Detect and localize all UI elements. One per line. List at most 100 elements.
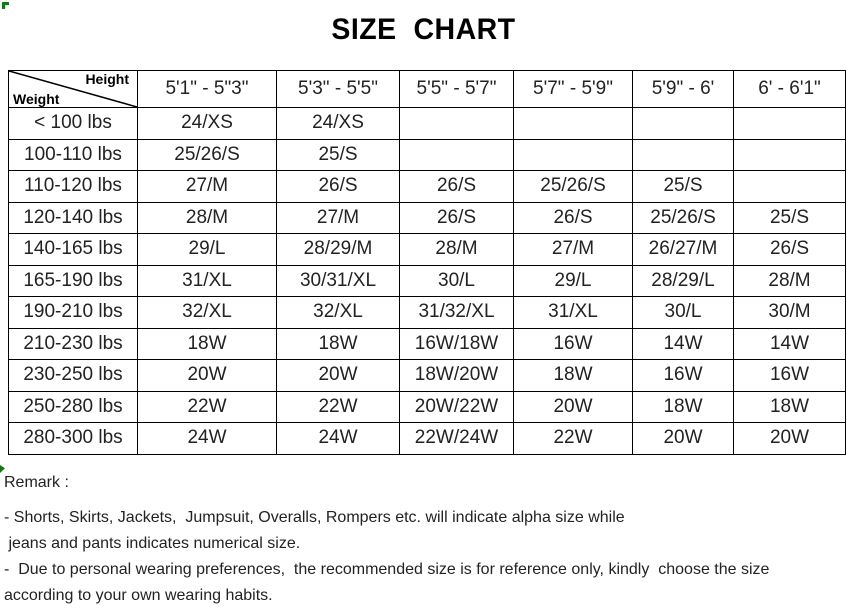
size-cell: 18W [733, 390, 846, 423]
size-cell: 31/XL [513, 296, 633, 329]
size-cell: 16W/18W [399, 327, 514, 360]
green-corner-artifact-bottom [0, 465, 5, 473]
table-row: 250-280 lbs 22W 22W 20W/22W 20W 18W 18W [8, 390, 846, 423]
size-cell: 27/M [513, 233, 633, 266]
size-cell: 30/31/XL [276, 264, 400, 297]
table-row: 230-250 lbs 20W 20W 18W/20W 18W 16W 16W [8, 359, 846, 392]
remark-heading: Remark : [4, 474, 69, 491]
weight-label: 280-300 lbs [8, 422, 138, 455]
height-header: 5'3" - 5'5" [276, 70, 400, 108]
size-cell: 31/32/XL [399, 296, 514, 329]
size-cell: 27/M [276, 201, 400, 234]
table-row: 100-110 lbs 25/26/S 25/S [8, 138, 846, 171]
remark-line: jeans and pants indicates numerical size… [4, 535, 301, 552]
size-cell: 26/S [399, 170, 514, 203]
size-cell [733, 170, 846, 203]
size-cell [513, 138, 633, 171]
size-cell: 28/M [733, 264, 846, 297]
table-row: 140-165 lbs 29/L 28/29/M 28/M 27/M 26/27… [8, 233, 846, 266]
remark-line: - Due to personal wearing preferences, t… [4, 561, 770, 578]
weight-label: 100-110 lbs [8, 138, 138, 171]
size-chart-table: Height Weight 5'1" - 5"3" 5'3" - 5'5" 5'… [8, 70, 846, 455]
size-cell [513, 107, 633, 140]
size-cell [632, 138, 734, 171]
size-cell: 30/M [733, 296, 846, 329]
weight-label: 230-250 lbs [8, 359, 138, 392]
corner-height-label: Height [85, 71, 129, 88]
weight-label: 140-165 lbs [8, 233, 138, 266]
size-cell: 28/M [137, 201, 277, 234]
table-row: 280-300 lbs 24W 24W 22W/24W 22W 20W 20W [8, 422, 846, 455]
size-cell [733, 138, 846, 171]
table-row: 165-190 lbs 31/XL 30/31/XL 30/L 29/L 28/… [8, 264, 846, 297]
height-header: 5'9" - 6' [632, 70, 734, 108]
size-cell: 18W [632, 390, 734, 423]
size-cell: 22W/24W [399, 422, 514, 455]
size-cell: 26/S [513, 201, 633, 234]
table-row: 110-120 lbs 27/M 26/S 26/S 25/26/S 25/S [8, 170, 846, 203]
size-cell: 14W [632, 327, 734, 360]
size-cell [632, 107, 734, 140]
remark-line: - Shorts, Skirts, Jackets, Jumpsuit, Ove… [4, 509, 625, 526]
remark-section: Remark : - Shorts, Skirts, Jackets, Jump… [4, 474, 844, 609]
size-cell: 16W [733, 359, 846, 392]
size-cell: 31/XL [137, 264, 277, 297]
size-cell: 22W [276, 390, 400, 423]
size-cell: 20W [137, 359, 277, 392]
table-row: < 100 lbs 24/XS 24/XS [8, 107, 846, 140]
table-row: 190-210 lbs 32/XL 32/XL 31/32/XL 31/XL 3… [8, 296, 846, 329]
size-cell: 24W [137, 422, 277, 455]
table-row: 120-140 lbs 28/M 27/M 26/S 26/S 25/26/S … [8, 201, 846, 234]
table-row: 210-230 lbs 18W 18W 16W/18W 16W 14W 14W [8, 327, 846, 360]
remark-line: according to your own wearing habits. [4, 587, 273, 604]
size-cell: 28/M [399, 233, 514, 266]
size-cell: 18W/20W [399, 359, 514, 392]
height-header: 5'1" - 5"3" [137, 70, 277, 108]
weight-label: 250-280 lbs [8, 390, 138, 423]
size-cell [733, 107, 846, 140]
height-header: 5'5" - 5'7" [399, 70, 514, 108]
size-cell [399, 138, 514, 171]
diagonal-divider-line [9, 71, 137, 107]
size-cell: 25/26/S [137, 138, 277, 171]
weight-label: 210-230 lbs [8, 327, 138, 360]
size-cell: 32/XL [137, 296, 277, 329]
size-cell: 20W [632, 422, 734, 455]
size-cell: 18W [513, 359, 633, 392]
size-cell [399, 107, 514, 140]
size-cell: 25/26/S [513, 170, 633, 203]
size-cell: 20W [513, 390, 633, 423]
weight-label: 165-190 lbs [8, 264, 138, 297]
size-cell: 29/L [137, 233, 277, 266]
size-cell: 20W/22W [399, 390, 514, 423]
height-weight-corner-cell: Height Weight [8, 70, 138, 108]
size-cell: 20W [276, 359, 400, 392]
size-cell: 26/S [399, 201, 514, 234]
size-cell: 20W [733, 422, 846, 455]
size-cell: 18W [276, 327, 400, 360]
size-cell: 22W [513, 422, 633, 455]
height-header: 5'7" - 5'9" [513, 70, 633, 108]
size-cell: 26/27/M [632, 233, 734, 266]
size-cell: 29/L [513, 264, 633, 297]
size-cell: 28/29/M [276, 233, 400, 266]
size-cell: 25/S [632, 170, 734, 203]
weight-label: 190-210 lbs [8, 296, 138, 329]
size-cell: 26/S [276, 170, 400, 203]
size-cell: 24/XS [137, 107, 277, 140]
weight-label: 110-120 lbs [8, 170, 138, 203]
size-cell: 27/M [137, 170, 277, 203]
weight-label: 120-140 lbs [8, 201, 138, 234]
size-cell: 26/S [733, 233, 846, 266]
size-cell: 30/L [399, 264, 514, 297]
green-corner-artifact-top [2, 2, 9, 9]
size-cell: 24W [276, 422, 400, 455]
corner-weight-label: Weight [13, 91, 60, 107]
size-cell: 18W [137, 327, 277, 360]
size-cell: 32/XL [276, 296, 400, 329]
size-cell: 22W [137, 390, 277, 423]
page-title: SIZE CHART [331, 13, 516, 46]
size-cell: 30/L [632, 296, 734, 329]
size-cell: 25/S [733, 201, 846, 234]
height-header: 6' - 6'1" [733, 70, 846, 108]
